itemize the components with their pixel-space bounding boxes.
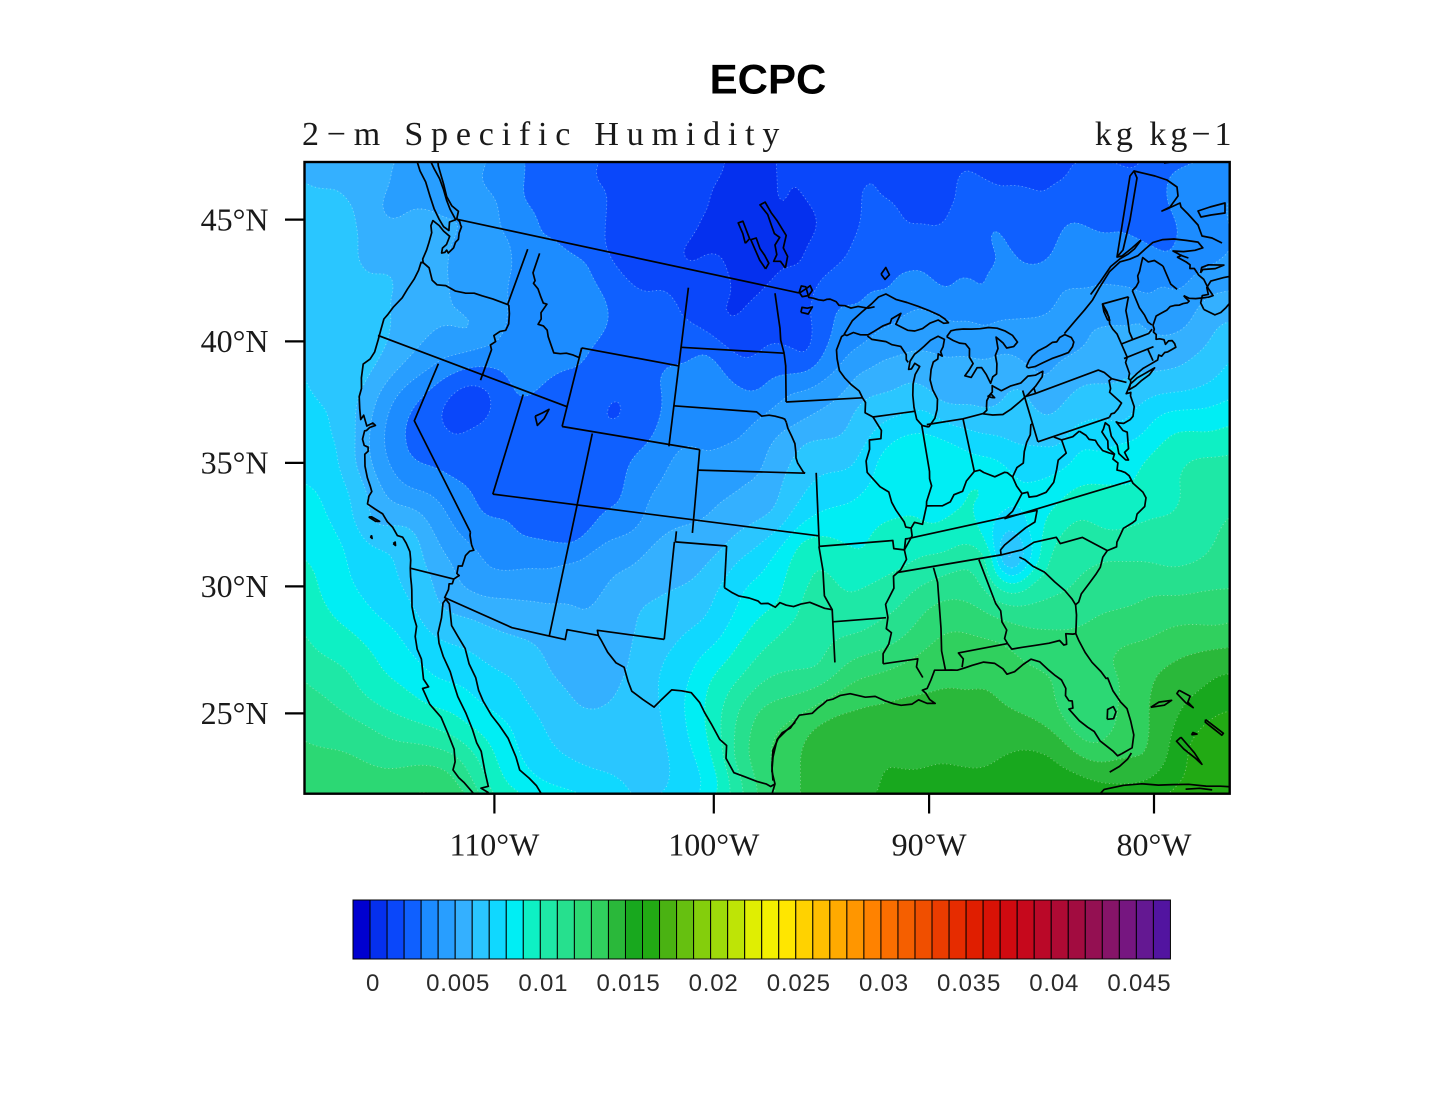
svg-text:0.045: 0.045	[1107, 970, 1171, 997]
svg-text:0.035: 0.035	[937, 970, 1001, 997]
svg-text:0.015: 0.015	[596, 970, 660, 997]
svg-text:25°N: 25°N	[201, 695, 269, 731]
svg-text:0: 0	[366, 970, 380, 997]
svg-text:0.03: 0.03	[859, 970, 909, 997]
svg-text:90°W: 90°W	[892, 827, 968, 863]
svg-text:kg kg−1: kg kg−1	[1095, 116, 1236, 153]
svg-text:100°W: 100°W	[668, 827, 760, 863]
svg-text:0.01: 0.01	[518, 970, 568, 997]
svg-text:0.04: 0.04	[1029, 970, 1079, 997]
svg-text:30°N: 30°N	[201, 568, 269, 604]
svg-text:0.025: 0.025	[767, 970, 831, 997]
svg-text:2−m Specific Humidity: 2−m Specific Humidity	[302, 116, 787, 153]
svg-text:110°W: 110°W	[449, 827, 540, 863]
svg-text:0.005: 0.005	[426, 970, 490, 997]
svg-text:80°W: 80°W	[1117, 827, 1193, 863]
svg-text:35°N: 35°N	[201, 445, 269, 481]
svg-text:45°N: 45°N	[201, 201, 269, 237]
svg-text:ECPC: ECPC	[710, 56, 827, 103]
svg-text:0.02: 0.02	[689, 970, 739, 997]
svg-text:40°N: 40°N	[201, 323, 269, 359]
